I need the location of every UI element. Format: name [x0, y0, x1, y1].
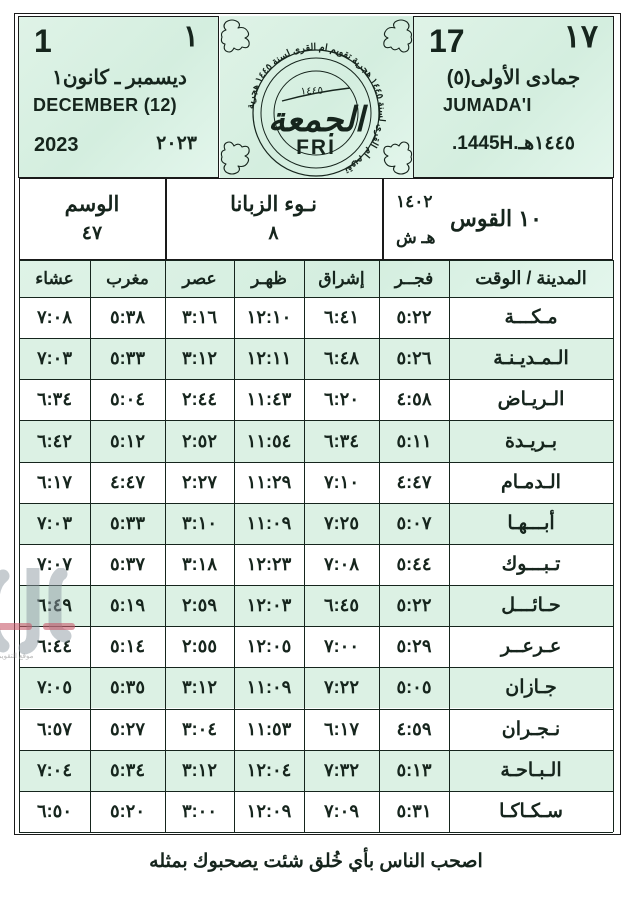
svg-text:الجمعة: الجمعة — [268, 102, 369, 139]
svg-text:FRI: FRI — [296, 136, 336, 159]
svg-text:موقع التقويم: موقع التقويم — [0, 652, 34, 660]
